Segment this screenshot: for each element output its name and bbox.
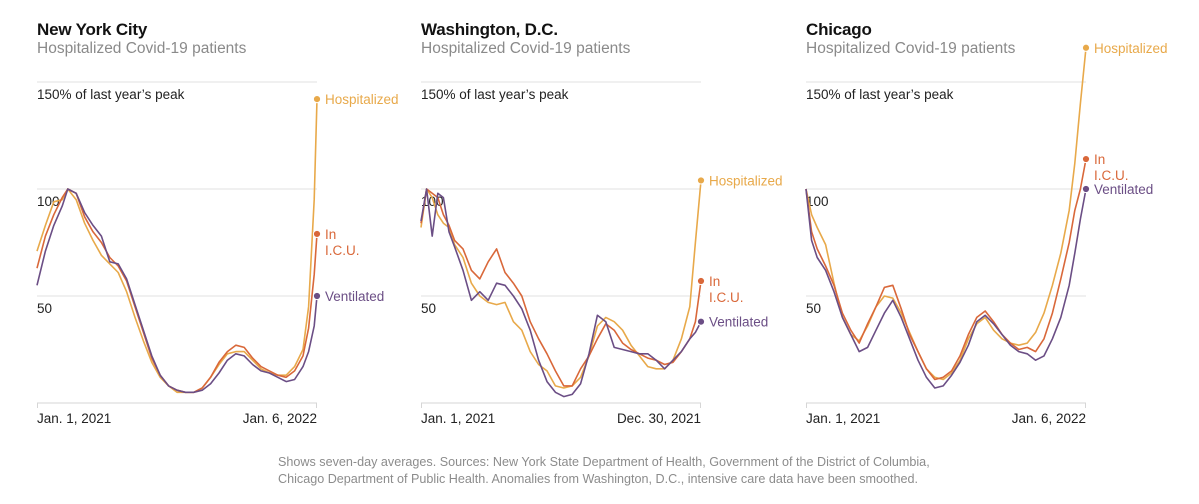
x-tick-label: Jan. 1, 2021 bbox=[421, 411, 495, 426]
line-chart: 50 100 150% of last year’s peak Jan. 1, 202… bbox=[805, 41, 1168, 426]
end-point-marker bbox=[696, 176, 706, 185]
series-end-label-line: Hospitalized bbox=[709, 173, 783, 188]
series-end-label: In I.C.U. bbox=[1094, 152, 1129, 183]
chart-title: New York City bbox=[37, 20, 148, 39]
end-point-marker bbox=[312, 229, 322, 239]
series-line-ventilated bbox=[805, 188, 1087, 389]
y-tick-label: 100 bbox=[806, 194, 829, 209]
chart-panel-nyc: New York City Hospitalized Covid-19 pati… bbox=[0, 0, 399, 440]
series-line-in-i-c-u- bbox=[36, 188, 318, 394]
series-end-label-line: In bbox=[709, 274, 720, 289]
series-end-label: Ventilated bbox=[709, 315, 768, 330]
series-end-label-line: Hospitalized bbox=[1094, 41, 1168, 56]
y-tick-label: 150% of last year’s peak bbox=[421, 87, 569, 102]
chart-title: Chicago bbox=[806, 20, 872, 39]
chart-title: Washington, D.C. bbox=[421, 20, 558, 39]
source-note: Shows seven-day averages. Sources: New Y… bbox=[278, 455, 930, 486]
series-end-label: Ventilated bbox=[1094, 182, 1153, 197]
end-point-marker bbox=[1081, 43, 1091, 52]
series-line-hospitalized bbox=[36, 99, 318, 394]
x-tick-label: Jan. 1, 2021 bbox=[37, 411, 111, 426]
series-end-label-line: I.C.U. bbox=[1094, 168, 1129, 183]
chart-panel-dc: Washington, D.C. Hospitalized Covid-19 p… bbox=[384, 0, 783, 440]
series-end-label: Hospitalized bbox=[325, 92, 399, 107]
series-line-in-i-c-u- bbox=[420, 188, 702, 387]
series-end-label-line: Ventilated bbox=[709, 315, 768, 330]
series-end-label: Hospitalized bbox=[1094, 41, 1168, 56]
series-end-label: In I.C.U. bbox=[709, 274, 744, 305]
series-end-label-line: In bbox=[325, 227, 336, 242]
series-end-label-line: I.C.U. bbox=[325, 243, 360, 258]
y-tick-label: 50 bbox=[37, 301, 52, 316]
x-tick-label: Jan. 6, 2022 bbox=[1012, 411, 1086, 426]
end-point-marker bbox=[696, 317, 706, 326]
series-end-label-line: I.C.U. bbox=[709, 290, 744, 305]
y-tick-label: 150% of last year’s peak bbox=[37, 87, 185, 102]
y-tick-label: 50 bbox=[806, 301, 821, 316]
end-point-marker bbox=[312, 291, 322, 301]
chart-panel-chicago: Chicago Hospitalized Covid-19 patients 5… bbox=[769, 0, 1168, 440]
series-end-label: Ventilated bbox=[325, 289, 384, 304]
series-end-label: Hospitalized bbox=[709, 173, 783, 188]
y-tick-label: 100 bbox=[37, 194, 60, 209]
line-chart: 50 100 150% of last year’s peak Jan. 1, 202… bbox=[36, 81, 399, 426]
end-point-marker bbox=[696, 276, 706, 286]
series-end-label: In I.C.U. bbox=[325, 227, 360, 258]
series-line-ventilated bbox=[420, 188, 702, 398]
series-end-label-line: In bbox=[1094, 152, 1105, 167]
series-line-in-i-c-u- bbox=[805, 158, 1087, 381]
chart-subtitle: Hospitalized Covid-19 patients bbox=[37, 40, 247, 57]
series-end-label-line: Ventilated bbox=[325, 289, 384, 304]
end-point-marker bbox=[312, 95, 322, 104]
x-tick-label: Jan. 6, 2022 bbox=[243, 411, 317, 426]
chart-subtitle: Hospitalized Covid-19 patients bbox=[806, 40, 1016, 57]
series-end-label-line: Ventilated bbox=[1094, 182, 1153, 197]
chart-subtitle: Hospitalized Covid-19 patients bbox=[421, 40, 631, 57]
x-tick-label: Dec. 30, 2021 bbox=[617, 411, 701, 426]
series-line-ventilated bbox=[36, 188, 318, 394]
end-point-marker bbox=[1081, 154, 1091, 164]
x-tick-label: Jan. 1, 2021 bbox=[806, 411, 880, 426]
series-line-hospitalized bbox=[420, 180, 702, 389]
series-end-label-line: Hospitalized bbox=[325, 92, 399, 107]
end-point-marker bbox=[1081, 184, 1091, 194]
y-tick-label: 50 bbox=[421, 301, 436, 316]
y-tick-label: 150% of last year’s peak bbox=[806, 87, 954, 102]
